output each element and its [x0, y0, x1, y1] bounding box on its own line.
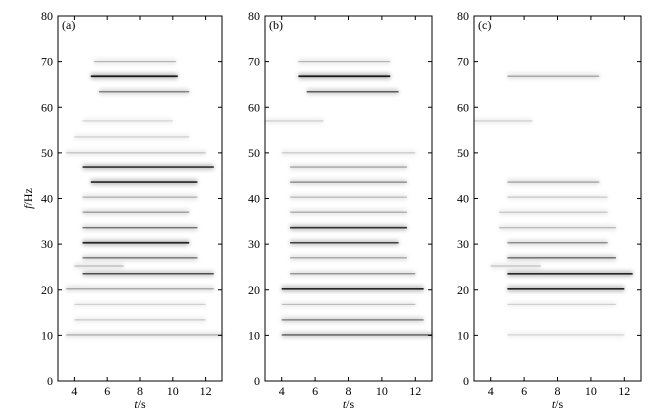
x-tick-label: 4: [279, 384, 285, 398]
y-tick-label: 40: [248, 192, 260, 206]
y-tick-label: 20: [41, 283, 53, 297]
x-axis-unit: /s: [555, 397, 563, 411]
x-tick-label: 4: [71, 384, 77, 398]
y-tick-label: 30: [457, 237, 469, 251]
x-axis-var: t: [134, 397, 138, 411]
y-tick-label: 60: [248, 100, 260, 114]
panel-2: 0 10 20 30 40 50 60 70 80 4 6 8 10 12 t/s (c): [457, 9, 642, 411]
y-tick-label: 80: [457, 9, 469, 23]
x-tick-label: 6: [312, 384, 318, 398]
x-tick-label: 6: [521, 384, 527, 398]
x-axis-var: t: [552, 397, 556, 411]
x-tick-label: 6: [104, 384, 110, 398]
y-tick-label: 50: [457, 146, 469, 160]
x-tick-label: 12: [618, 384, 630, 398]
x-axis-label: t/s: [343, 397, 355, 411]
x-tick-label: 10: [376, 384, 388, 398]
x-tick-label: 8: [137, 384, 143, 398]
x-tick-label: 10: [167, 384, 179, 398]
y-tick-label: 70: [248, 55, 260, 69]
y-tick-label: 0: [47, 374, 53, 388]
panel-label: (b): [269, 18, 283, 32]
x-tick-label: 12: [200, 384, 212, 398]
y-tick-label: 20: [248, 283, 260, 297]
x-axis-label: t/s: [134, 397, 146, 411]
x-axis-var: t: [343, 397, 347, 411]
y-tick-label: 40: [41, 192, 53, 206]
panel-0: 0 10 20 30 40 50 60 70 80 4 6 8 10 12 t/s f/Hz (a): [21, 9, 223, 411]
y-axis-label: f/Hz: [21, 188, 35, 209]
panel-1: 0 10 20 30 40 50 60 70 80 4 6 8 10 12 t/s (b): [248, 9, 433, 411]
y-tick-label: 10: [41, 328, 53, 342]
y-axis-var: f: [21, 204, 35, 209]
y-tick-label: 20: [457, 283, 469, 297]
y-tick-label: 80: [248, 9, 260, 23]
x-tick-label: 8: [346, 384, 352, 398]
y-tick-label: 70: [457, 55, 469, 69]
x-axis-unit: /s: [346, 397, 354, 411]
panel-label: (a): [62, 18, 75, 32]
x-tick-label: 10: [585, 384, 597, 398]
y-tick-label: 60: [457, 100, 469, 114]
y-tick-label: 50: [248, 146, 260, 160]
y-tick-label: 60: [41, 100, 53, 114]
y-tick-label: 30: [248, 237, 260, 251]
y-tick-label: 10: [457, 328, 469, 342]
y-tick-label: 40: [457, 192, 469, 206]
x-tick-label: 4: [488, 384, 494, 398]
y-axis-unit: /Hz: [21, 188, 35, 205]
y-tick-label: 80: [41, 9, 53, 23]
x-tick-label: 12: [409, 384, 421, 398]
panel-label: (c): [478, 18, 491, 32]
x-tick-label: 8: [555, 384, 561, 398]
y-tick-label: 0: [254, 374, 260, 388]
x-axis-label: t/s: [552, 397, 564, 411]
y-tick-label: 30: [41, 237, 53, 251]
y-tick-label: 70: [41, 55, 53, 69]
y-tick-label: 10: [248, 328, 260, 342]
y-tick-label: 0: [463, 374, 469, 388]
y-tick-label: 50: [41, 146, 53, 160]
x-axis-unit: /s: [138, 397, 146, 411]
